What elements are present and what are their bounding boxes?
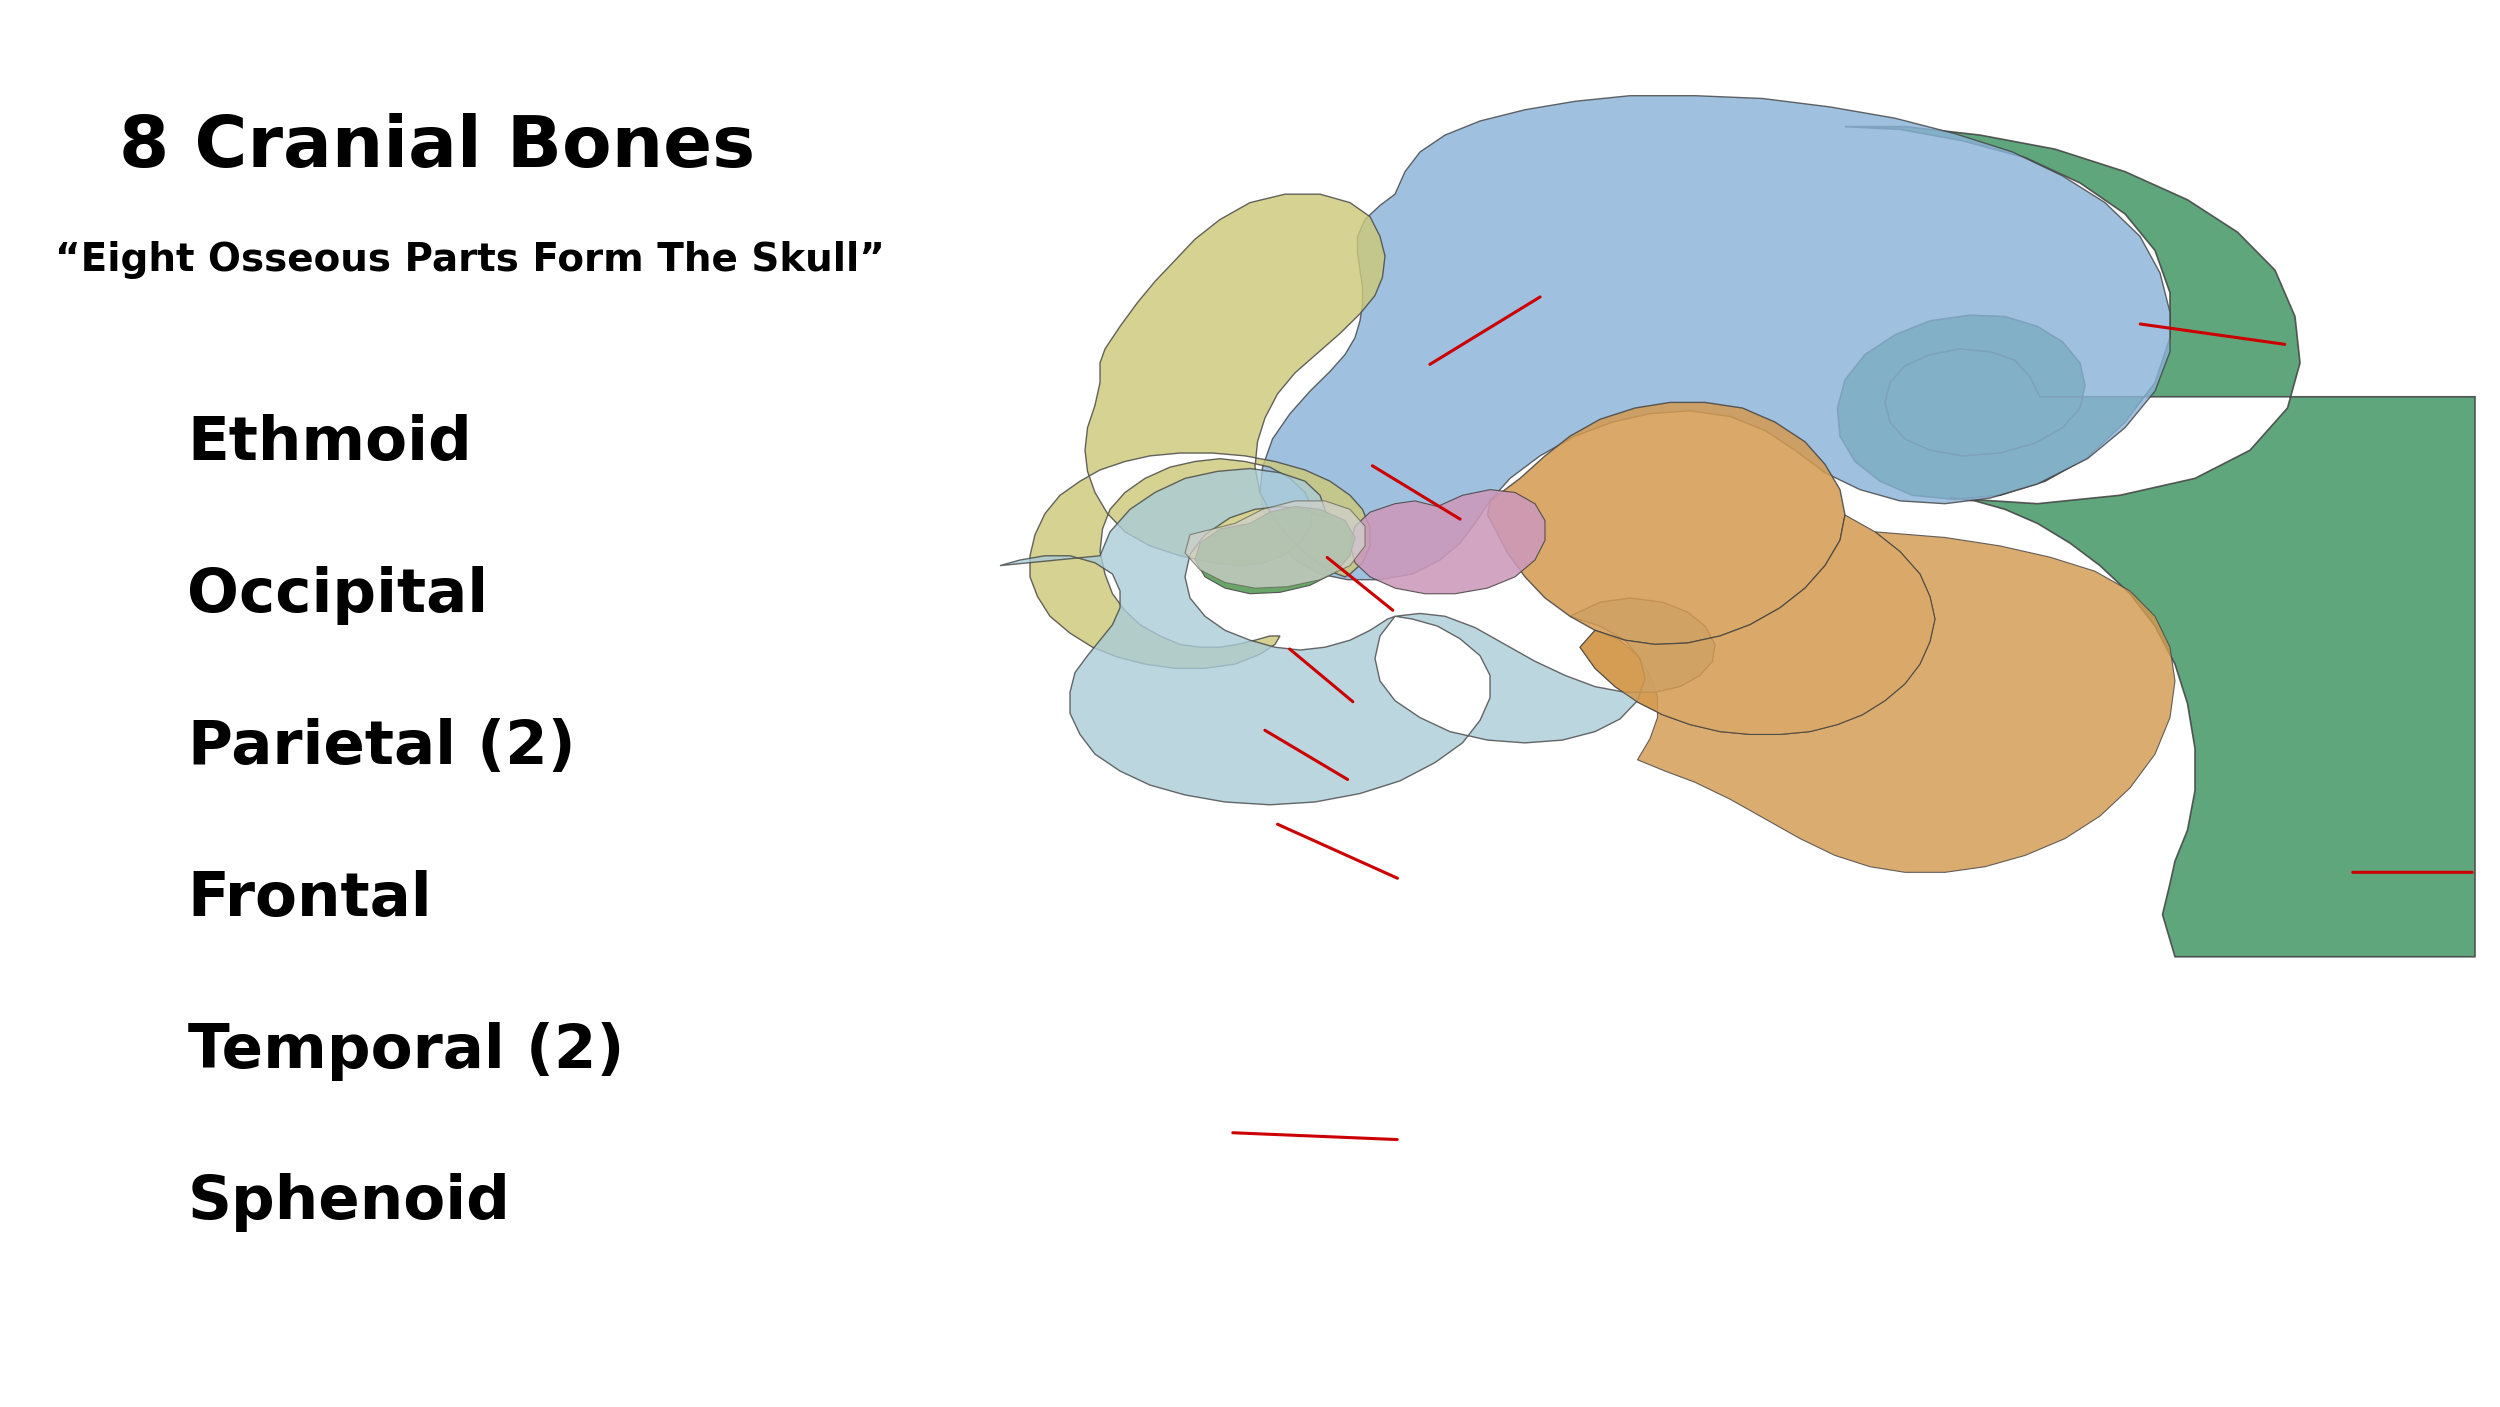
Polygon shape — [1000, 469, 1715, 805]
Polygon shape — [1488, 402, 1845, 644]
Polygon shape — [1838, 127, 2475, 957]
Polygon shape — [1260, 96, 2170, 580]
Polygon shape — [1350, 490, 1545, 594]
Text: Frontal: Frontal — [188, 870, 432, 929]
Polygon shape — [1580, 515, 1935, 734]
Polygon shape — [1185, 501, 1365, 588]
Text: 8 Cranial Bones: 8 Cranial Bones — [120, 113, 755, 183]
Text: Occipital: Occipital — [188, 566, 488, 625]
Polygon shape — [1195, 507, 1355, 594]
Polygon shape — [1580, 532, 2175, 872]
Text: Ethmoid: Ethmoid — [188, 414, 472, 473]
Text: “Eight Osseous Parts Form The Skull”: “Eight Osseous Parts Form The Skull” — [55, 241, 885, 280]
Text: Temporal (2): Temporal (2) — [188, 1021, 625, 1081]
Text: Sphenoid: Sphenoid — [188, 1173, 510, 1233]
Text: Parietal (2): Parietal (2) — [188, 718, 575, 777]
Polygon shape — [1030, 194, 1385, 668]
